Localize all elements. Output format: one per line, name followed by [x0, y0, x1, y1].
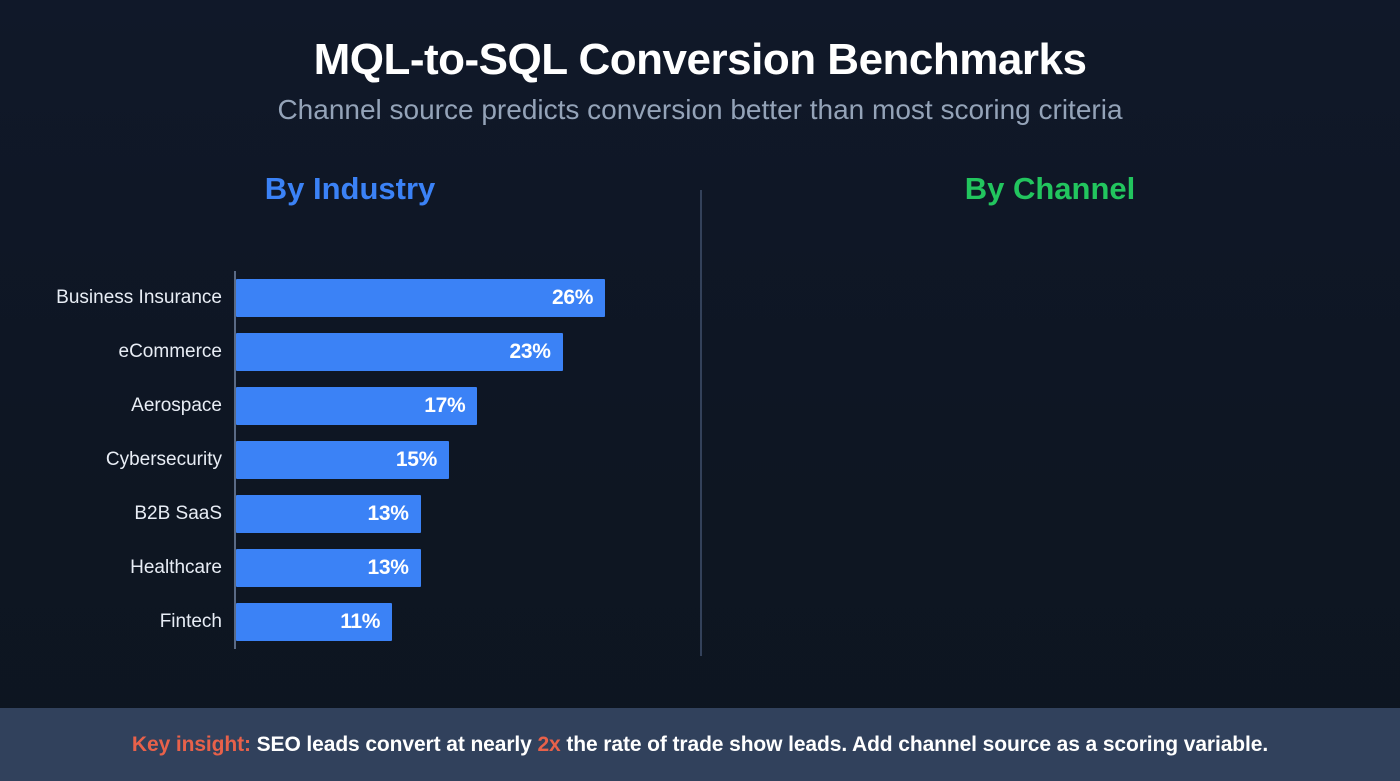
key-insight-highlight: 2x [537, 732, 561, 756]
key-insight-label: Key insight: [131, 732, 251, 756]
bar-category-label: B2B SaaS [134, 503, 222, 525]
bar-category-label: Healthcare [130, 557, 222, 579]
key-insight-banner: Key insight: SEO leads convert at nearly… [0, 708, 1400, 781]
bar: 13% [236, 549, 421, 588]
key-insight-text: Key insight: SEO leads convert at nearly… [132, 733, 1268, 757]
bar-row: Cybersecurity 15% [106, 441, 449, 480]
bar: 11% [236, 603, 393, 642]
bar-category-label: Business Insurance [56, 287, 222, 309]
panel-by-channel: By Channel SEO51%Email46%Webinars30%PPC2… [700, 171, 1400, 672]
bar-row: Aerospace 17% [131, 387, 478, 426]
panel-by-industry: By Industry Business Insurance 26% eCommer… [0, 171, 700, 672]
bar-category-label: Aerospace [131, 395, 222, 417]
bar: 26% [236, 279, 606, 318]
panel-divider [700, 190, 702, 656]
bar-rows-industry: Business Insurance 26% eCommerce 23% Aerospa… [56, 279, 606, 642]
bar-value-label: 17% [424, 394, 466, 418]
bar: 13% [236, 495, 421, 534]
key-insight-body-1: SEO leads convert at nearly [250, 732, 538, 756]
key-insight-body-2: the rate of trade show leads. Add channe… [560, 732, 1269, 756]
bar: 23% [236, 333, 563, 372]
bar-row: B2B SaaS 13% [134, 495, 421, 534]
bar-value-label: 13% [367, 556, 409, 580]
bar-category-label: eCommerce [118, 341, 222, 363]
bar-row: Business Insurance 26% [56, 279, 606, 318]
page-title: MQL-to-SQL Conversion Benchmarks [313, 35, 1087, 84]
y-axis-line-industry [234, 271, 236, 650]
bar-row: eCommerce 23% [119, 333, 563, 372]
bar: 17% [236, 387, 478, 426]
bar-category-label: Fintech [159, 611, 222, 633]
bar: 15% [236, 441, 449, 480]
panel-title-by-channel: By Channel [964, 171, 1136, 206]
bar-row: Healthcare 13% [130, 549, 421, 588]
bar-value-label: 15% [395, 448, 437, 472]
bar-value-label: 13% [367, 502, 409, 526]
header: MQL-to-SQL Conversion Benchmarks Channel… [0, 0, 1400, 126]
bar-value-label: 26% [552, 286, 594, 310]
page-subtitle: Channel source predicts conversion bette… [277, 93, 1123, 125]
chart-panels: By Industry Business Insurance 26% eCommer… [0, 171, 1400, 672]
bar-value-label: 11% [340, 610, 381, 634]
panel-title-by-industry: By Industry [264, 171, 436, 206]
bar-value-label: 23% [509, 340, 551, 364]
bar-category-label: Cybersecurity [105, 449, 222, 471]
bar-row: Fintech 11% [160, 603, 393, 642]
